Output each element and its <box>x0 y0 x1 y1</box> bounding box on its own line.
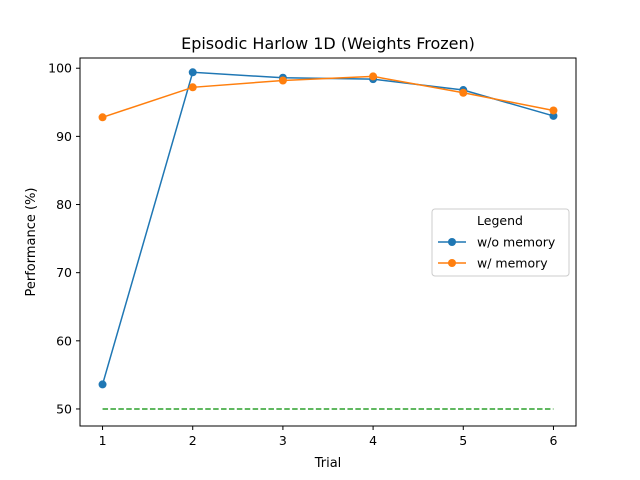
data-point-w-o-memory <box>98 380 107 389</box>
plot-frame <box>79 57 577 427</box>
plot-area <box>98 68 558 410</box>
legend-label-w-o-memory: w/o memory <box>477 235 556 250</box>
y-tick-label: 70 <box>56 265 72 280</box>
x-tick-label: 1 <box>99 433 107 448</box>
data-point-w-memory <box>459 88 468 97</box>
legend: Legend w/o memory w/ memory <box>431 208 570 277</box>
data-point-w-memory <box>549 106 558 115</box>
x-tick-label: 3 <box>279 433 287 448</box>
y-axis: 50 60 70 80 90 100 <box>48 61 80 416</box>
legend-marker-w-o-memory <box>448 238 456 246</box>
legend-box <box>431 208 570 277</box>
legend-marker-w-memory <box>448 259 456 267</box>
x-tick-label: 6 <box>549 433 557 448</box>
x-tick-label: 4 <box>369 433 377 448</box>
data-point-w-o-memory <box>188 68 197 77</box>
x-axis-label: Trial <box>314 456 342 471</box>
y-tick-label: 60 <box>56 333 72 348</box>
data-point-w-memory <box>98 113 107 122</box>
x-tick-label: 2 <box>189 433 197 448</box>
data-point-w-memory <box>188 83 197 92</box>
data-point-w-memory <box>278 76 287 85</box>
x-tick-label: 5 <box>459 433 467 448</box>
y-axis-label: Performance (%) <box>24 187 39 296</box>
series-line-w-memory <box>102 75 554 119</box>
y-tick-label: 80 <box>56 197 72 212</box>
legend-title: Legend <box>477 213 523 228</box>
x-axis: 1 2 3 4 5 6 <box>99 426 557 448</box>
data-point-w-memory <box>369 72 378 81</box>
y-tick-label: 100 <box>48 61 72 76</box>
legend-label-w-memory: w/ memory <box>477 256 548 271</box>
chart-title: Episodic Harlow 1D (Weights Frozen) <box>181 34 475 53</box>
y-tick-label: 90 <box>56 129 72 144</box>
y-tick-label: 50 <box>56 401 72 416</box>
